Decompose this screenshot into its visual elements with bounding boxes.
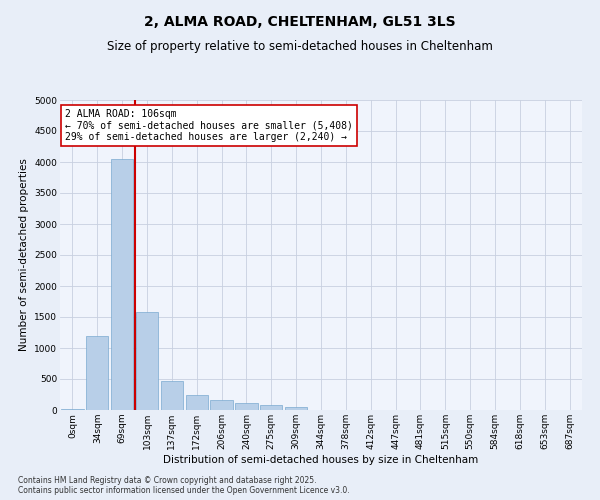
Bar: [111, 159, 133, 410]
X-axis label: Distribution of semi-detached houses by size in Cheltenham: Distribution of semi-detached houses by …: [163, 454, 479, 464]
Text: Size of property relative to semi-detached houses in Cheltenham: Size of property relative to semi-detach…: [107, 40, 493, 53]
Bar: [185, 396, 208, 410]
Bar: [136, 312, 158, 410]
Bar: [285, 407, 307, 410]
Bar: [260, 405, 283, 410]
Text: 2, ALMA ROAD, CHELTENHAM, GL51 3LS: 2, ALMA ROAD, CHELTENHAM, GL51 3LS: [144, 15, 456, 29]
Text: 2 ALMA ROAD: 106sqm
← 70% of semi-detached houses are smaller (5,408)
29% of sem: 2 ALMA ROAD: 106sqm ← 70% of semi-detach…: [65, 110, 353, 142]
Bar: [161, 381, 183, 410]
Bar: [86, 336, 109, 410]
Bar: [211, 400, 233, 410]
Bar: [235, 402, 257, 410]
Y-axis label: Number of semi-detached properties: Number of semi-detached properties: [19, 158, 29, 352]
Text: Contains HM Land Registry data © Crown copyright and database right 2025.
Contai: Contains HM Land Registry data © Crown c…: [18, 476, 350, 495]
